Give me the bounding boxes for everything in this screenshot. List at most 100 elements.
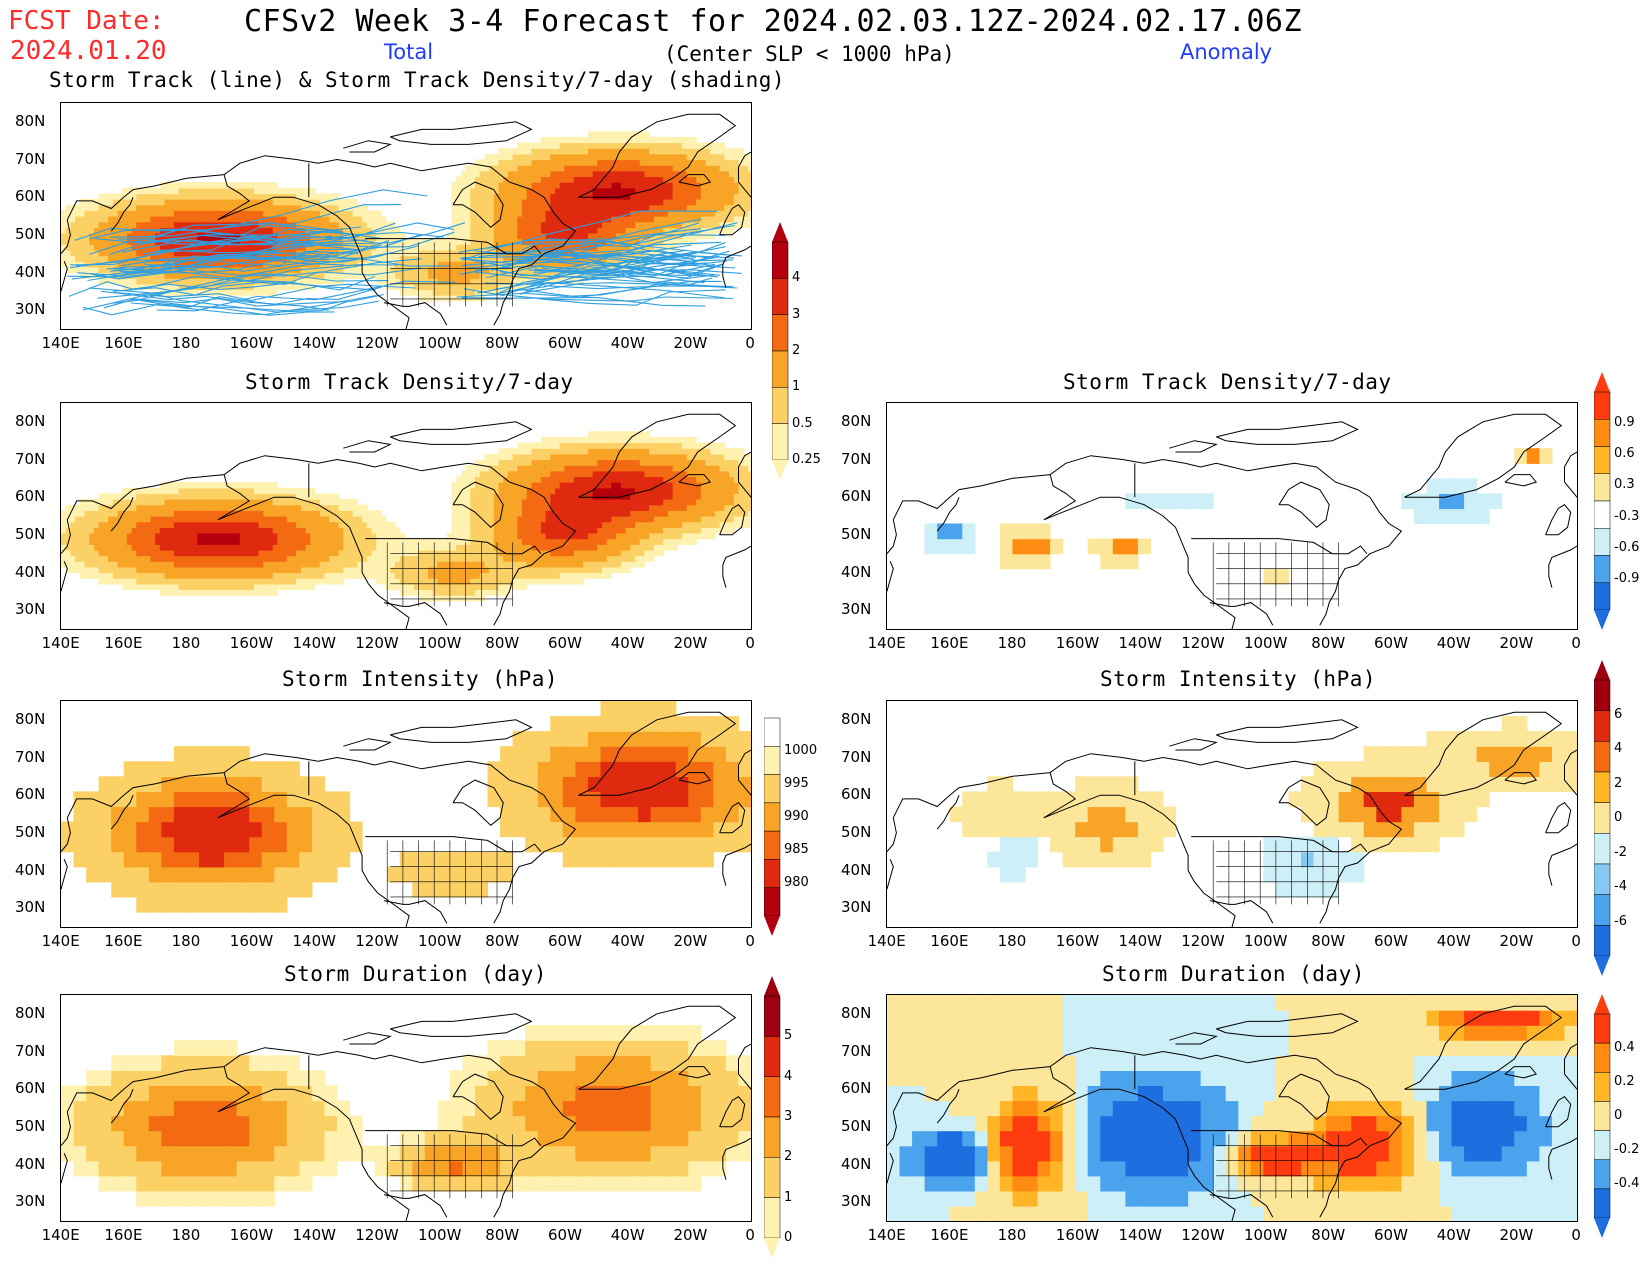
colorbar-svg-duration-total — [763, 976, 781, 1258]
lon-tick-label: 40W — [610, 334, 645, 352]
colorbar-swatch — [763, 1157, 781, 1198]
colorbar-label: 3 — [784, 1109, 793, 1124]
lat-tick-label: 70N — [841, 747, 872, 766]
lon-tick-label: 20W — [1499, 1226, 1534, 1244]
lon-tick-label: 0 — [745, 1226, 755, 1244]
lat-tick-label: 30N — [15, 1192, 46, 1211]
colorbar-label: 995 — [784, 776, 809, 791]
colorbar-label: 1 — [784, 1189, 793, 1205]
lon-tick-label: 160E — [104, 334, 143, 352]
colorbar-label: 5 — [784, 1028, 793, 1044]
panel-title-duration-total: Storm Duration (day) — [284, 962, 547, 986]
lon-tick-label: 120W — [1181, 1226, 1225, 1244]
map-svg-anom-intensity — [887, 711, 1577, 927]
lat-tick-label: 50N — [15, 224, 46, 243]
map-svg-total-duration — [61, 1005, 751, 1221]
state-borders — [386, 1134, 513, 1199]
colorbar-swatch — [771, 387, 789, 424]
lon-tick-label: 60W — [1374, 1226, 1408, 1244]
lat-tick-label: 60N — [841, 785, 872, 804]
lat-tick-label: 60N — [15, 487, 46, 506]
colorbar-svg-intensity-anom — [1593, 660, 1611, 976]
colorbar-swatch — [771, 350, 789, 388]
colorbar-swatch — [763, 1116, 781, 1158]
lon-tick-label: 160W — [229, 1226, 274, 1244]
map-svg-total-intensity — [61, 701, 751, 927]
storm-tracks — [67, 189, 743, 316]
page-title: CFSv2 Week 3-4 Forecast for 2024.02.03.1… — [244, 4, 1303, 39]
colorbar-label: -0.9 — [1614, 570, 1640, 586]
lon-tick-label: 160W — [1055, 1226, 1100, 1244]
lon-tick-label: 80W — [485, 1226, 520, 1244]
colorbar-swatch — [763, 717, 781, 747]
lon-tick-label: 140E — [41, 634, 80, 652]
colorbar-label: -0.4 — [1614, 1176, 1640, 1191]
lat-tick-label: 30N — [15, 600, 46, 619]
lat-tick-label: 70N — [15, 149, 46, 168]
condition-label: (Center SLP < 1000 hPa) — [664, 42, 955, 66]
map-anom-duration — [886, 994, 1578, 1222]
colorbar-label: 1 — [792, 379, 801, 395]
lon-tick-label: 80W — [485, 932, 520, 950]
colorbar-label: 4 — [792, 270, 801, 286]
coastlines — [887, 413, 1577, 629]
colorbar-swatch — [763, 802, 781, 832]
colorbar-label: 4 — [1614, 741, 1623, 756]
lat-tick-label: 70N — [15, 449, 46, 468]
colorbar-swatch — [763, 1197, 781, 1239]
colorbar-swatch — [1593, 710, 1611, 742]
lon-tick-label: 0 — [1571, 634, 1581, 652]
lon-tick-label: 160E — [930, 634, 969, 652]
lat-tick-label: 60N — [841, 487, 872, 506]
lat-tick-label: 80N — [15, 1003, 46, 1022]
lon-tick-label: 160W — [1055, 932, 1100, 950]
lon-tick-label: 100W — [1243, 1226, 1288, 1244]
lat-tick-label: 80N — [15, 411, 46, 430]
colorbar-label: 4 — [784, 1068, 793, 1084]
lon-tick-label: 160E — [930, 932, 969, 950]
colorbar-swatch — [1593, 528, 1611, 556]
colorbar-swatch — [1593, 391, 1611, 420]
lat-tick-label: 40N — [841, 1154, 872, 1173]
colorbar-intensity-anom: 6 4 2 0 -2 -4 -6 — [1593, 660, 1650, 976]
colorbar-swatch — [1593, 1188, 1611, 1219]
colorbar-swatch — [1593, 582, 1611, 611]
colorbar-label: 0.3 — [1614, 477, 1635, 493]
lat-tick-label: 70N — [841, 1041, 872, 1060]
colorbar-swatch — [1593, 446, 1611, 474]
panel-title-density-anom: Storm Track Density/7-day — [1063, 370, 1392, 394]
lon-tick-label: 140W — [1118, 1226, 1162, 1244]
fcst-label: FCST Date: — [8, 6, 165, 36]
lon-tick-label: 60W — [548, 1226, 582, 1244]
lon-tick-label: 40W — [1436, 1226, 1471, 1244]
lon-tick-label: 20W — [673, 334, 708, 352]
colorbar-swatch — [1593, 894, 1611, 926]
colorbar-label: 1000 — [784, 743, 818, 758]
state-borders — [386, 242, 513, 307]
colorbar-swatch — [763, 1036, 781, 1077]
fcst-date: 2024.01.20 — [10, 36, 167, 66]
colorbar-duration-total: 5 4 3 2 1 0 — [763, 976, 834, 1258]
lon-tick-label: 40W — [1436, 932, 1471, 950]
state-borders — [386, 840, 513, 905]
lat-tick-label: 50N — [15, 1116, 46, 1135]
map-total-density — [60, 402, 752, 630]
lon-tick-label: 20W — [673, 634, 708, 652]
lon-tick-label: 160E — [104, 634, 143, 652]
colorbar-swatch — [771, 423, 789, 461]
colorbar-label: 3 — [792, 306, 801, 322]
lon-tick-label: 60W — [548, 334, 582, 352]
lon-tick-label: 120W — [355, 634, 399, 652]
lon-tick-label: 100W — [417, 334, 462, 352]
map-svg-total-density — [61, 413, 751, 629]
colorbar-swatch — [1593, 771, 1611, 803]
lat-tick-label: 60N — [15, 1079, 46, 1098]
lat-tick-label: 30N — [841, 1192, 872, 1211]
colorbar-label: 990 — [784, 809, 809, 824]
lon-tick-label: 20W — [673, 1226, 708, 1244]
lon-tick-label: 140W — [1118, 634, 1162, 652]
lon-tick-label: 100W — [417, 634, 462, 652]
map-total-track — [60, 102, 752, 330]
colorbar-label: 0 — [784, 1230, 793, 1245]
shading-total-density — [61, 431, 751, 602]
